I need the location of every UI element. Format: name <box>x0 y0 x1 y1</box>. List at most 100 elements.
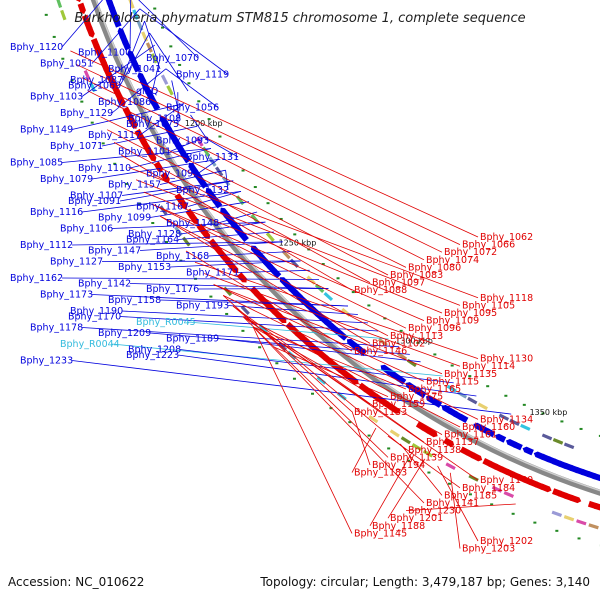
forward-gene-arrow <box>104 0 113 5</box>
gene-label: Bphy_1051 <box>40 59 93 70</box>
gene-label: Bphy_1208 <box>128 345 181 356</box>
leader-line <box>121 20 145 81</box>
gene-label: Bphy_1223 <box>126 350 179 361</box>
gene-label: Bphy_1190 <box>70 306 123 317</box>
feature-block-inner <box>132 9 139 20</box>
feature-block-outer <box>368 414 379 424</box>
reverse-gene-arrow <box>73 0 82 3</box>
gene-label: Bphy_1080 <box>408 262 461 273</box>
inner-tick-mark <box>241 169 245 172</box>
leader-line <box>87 90 425 261</box>
accession-text: Accession: NC_010622 <box>8 575 144 589</box>
gene-label: Bphy_1113 <box>390 331 443 342</box>
leader-line <box>71 241 283 246</box>
leader-line <box>61 277 320 280</box>
gene-label: Bphy_1091 <box>68 196 121 207</box>
gene-label: Bphy_1149 <box>20 125 73 136</box>
gene-label: Bphy_1209 <box>98 328 151 339</box>
outer-tick-mark <box>138 202 142 205</box>
feature-block-outer <box>60 9 67 21</box>
gene-label: Bphy_1176 <box>146 284 199 295</box>
gene-label: Bphy_1102 <box>372 338 425 349</box>
outer-tick-mark <box>44 13 48 16</box>
feature-block-inner <box>145 42 153 53</box>
leader-line <box>149 32 189 92</box>
gene-label: Bphy_1194 <box>372 460 425 471</box>
gene-label: Bphy_1171 <box>186 268 239 279</box>
leader-line <box>138 0 199 59</box>
leader-line <box>139 241 283 251</box>
gene-label: Bphy_1140 <box>480 475 533 486</box>
forward-gene-arrow <box>441 404 453 415</box>
gene-label: Bphy_1158 <box>108 295 161 306</box>
feature-block-inner <box>456 390 468 399</box>
leader-line <box>81 327 400 348</box>
gene-label: Bphy_1127 <box>50 257 103 268</box>
gene-label: Bphy_1128 <box>128 229 181 240</box>
leader-line <box>101 125 198 147</box>
feature-block-outer <box>576 519 587 526</box>
leader-line <box>129 0 132 53</box>
leader-line <box>151 203 407 329</box>
backbone-arc <box>90 0 600 496</box>
inner-tick-mark <box>579 427 583 430</box>
gene-label: Bphy_1173 <box>40 290 93 301</box>
reverse-gene-arrow <box>482 458 494 467</box>
reverse-gene-arrow <box>77 2 86 15</box>
gene-label: Bphy_1120 <box>10 42 63 53</box>
outer-tick-mark <box>387 447 391 450</box>
gene-label: Bphy_1075 <box>126 119 179 130</box>
gene-label: Bphy_1066 <box>462 240 515 251</box>
outer-tick-mark <box>52 35 56 38</box>
leader-line <box>113 142 371 283</box>
gene-label: Bphy_1086 <box>98 97 151 108</box>
feature-block-inner <box>541 433 553 441</box>
feature-block-outer <box>389 429 400 438</box>
gene-label: Bphy_1162 <box>10 273 63 284</box>
gene-label: Bphy_1147 <box>88 246 141 257</box>
outer-tick-mark <box>179 259 183 262</box>
gene-label: Bphy_1096 <box>408 323 461 334</box>
feature-block-outer <box>422 449 434 458</box>
inner-tick-mark <box>336 277 340 280</box>
outer-tick-mark <box>125 182 129 185</box>
gene-label: Bphy_1072 <box>444 247 497 258</box>
reverse-gene-arrow <box>459 446 471 456</box>
feature-block-outer <box>503 491 515 498</box>
outer-tick-mark <box>367 434 371 437</box>
outer-tick-mark <box>292 377 296 380</box>
gene-label: Bphy_1189 <box>166 334 219 345</box>
forward-gene-arrow <box>380 364 392 375</box>
leader-line <box>187 321 389 340</box>
gene-label: Bphy_1087 <box>70 75 123 86</box>
feature-block-inner <box>221 176 231 187</box>
inner-tick-mark <box>598 434 600 437</box>
feature-block-inner <box>208 156 217 167</box>
leader-line <box>75 63 461 245</box>
leader-line <box>213 284 443 375</box>
outer-tick-mark <box>311 392 315 395</box>
gene-label: Bphy_1041 <box>108 64 161 75</box>
gene-label: Bphy_1170 <box>68 312 121 323</box>
inner-tick-mark <box>169 45 173 48</box>
leader-line <box>91 8 141 64</box>
leader-line <box>149 201 250 218</box>
forward-gene-arrow <box>279 277 290 288</box>
outer-tick-mark <box>241 329 245 332</box>
feature-block-outer <box>181 236 191 247</box>
feature-block-inner <box>477 402 488 411</box>
leader-line <box>139 8 229 75</box>
feature-block-outer <box>551 510 563 518</box>
feature-block-outer <box>411 443 422 451</box>
leader-line <box>159 169 226 185</box>
inner-tick-mark <box>383 317 387 320</box>
outer-tick-mark <box>61 57 65 60</box>
gene-label: Bphy_1100 <box>78 48 131 59</box>
gene-label: Bphy_1110 <box>78 163 131 174</box>
outer-tick-mark <box>555 529 559 532</box>
feature-block-inner <box>397 351 408 361</box>
label-leader-lines <box>61 0 516 549</box>
inner-tick-mark <box>433 353 437 356</box>
gene-label: Bphy_1202 <box>480 536 533 547</box>
forward-gene-arrow <box>159 115 169 127</box>
